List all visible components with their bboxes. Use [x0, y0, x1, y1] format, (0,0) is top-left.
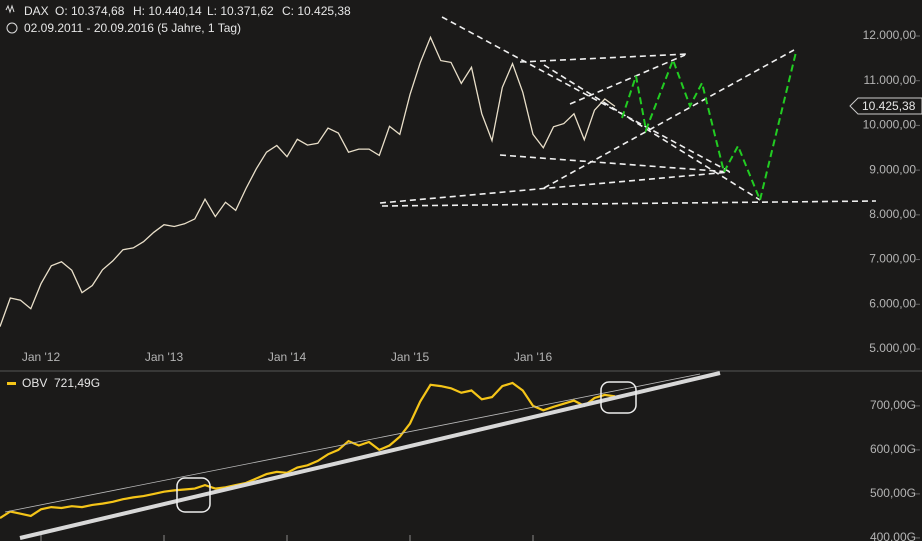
- x-tick-label: Jan '16: [514, 350, 553, 364]
- trend-line: [543, 64, 761, 201]
- y-tick-label: 600,00G: [870, 442, 916, 456]
- trend-line: [379, 171, 731, 204]
- y-tick-label: 12.000,00: [863, 28, 917, 42]
- chart-icon: [5, 4, 15, 14]
- ohlc-low: L: 10.371,62: [207, 4, 274, 18]
- series-line: [0, 381, 616, 520]
- channel-line: [19, 371, 721, 540]
- ohlc-close: C: 10.425,38: [282, 4, 351, 18]
- y-tick-label: 700,00G: [870, 398, 916, 412]
- ohlc-high: H: 10.440,14: [133, 4, 202, 18]
- highlight-box: [176, 477, 211, 513]
- y-tick-label: 11.000,00: [864, 73, 917, 87]
- trend-line: [519, 53, 689, 63]
- trend-line: [543, 49, 795, 189]
- y-tick-label: 7.000,00: [869, 252, 916, 266]
- ohlc-open: O: 10.374,68: [55, 4, 125, 18]
- clock-icon: [6, 22, 18, 34]
- y-tick-label: 10.000,00: [863, 118, 917, 132]
- forecast-line: [621, 51, 797, 204]
- y-tick-label: 400,00G: [870, 530, 916, 541]
- series-line: [0, 35, 616, 327]
- trend-lines: [379, 16, 877, 207]
- trend-line: [499, 154, 731, 173]
- y-tick-label: 8.000,00: [869, 207, 916, 221]
- trend-line: [569, 54, 686, 105]
- trend-line: [381, 200, 877, 207]
- y-tick-label: 6.000,00: [869, 296, 916, 310]
- x-tick-label: Jan '13: [145, 350, 184, 364]
- legend-label: OBV: [22, 376, 47, 390]
- last-price: 10.425,38: [862, 99, 916, 113]
- trend-line: [441, 16, 731, 173]
- channel-line: [4, 373, 701, 513]
- last-price-tag: [849, 97, 922, 115]
- instrument: DAX: [24, 4, 49, 18]
- highlight-box: [600, 381, 637, 414]
- x-tick-label: Jan '14: [268, 350, 307, 364]
- y-tick-label: 5.000,00: [869, 341, 916, 355]
- y-tick-label: 500,00G: [870, 486, 916, 500]
- y-tick-label: 9.000,00: [869, 162, 916, 176]
- date-range: 02.09.2011 - 20.09.2016 (5 Jahre, 1 Tag): [24, 21, 241, 35]
- obv-channel: [4, 371, 721, 540]
- legend-swatch: [7, 382, 16, 385]
- legend-value: 721,49G: [54, 376, 100, 390]
- x-tick-label: Jan '12: [22, 350, 61, 364]
- x-tick-label: Jan '15: [391, 350, 430, 364]
